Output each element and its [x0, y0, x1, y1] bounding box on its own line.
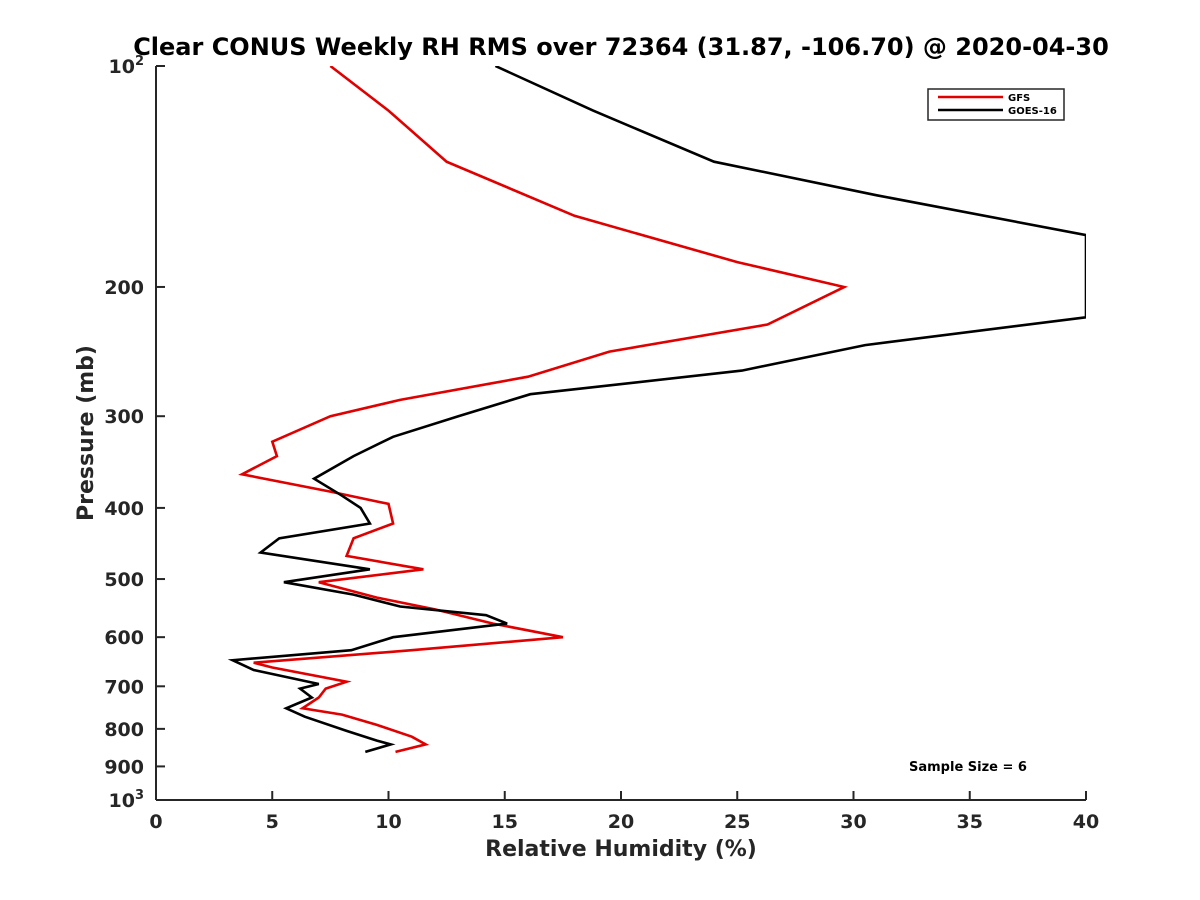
y-tick-base: 10	[109, 56, 135, 78]
x-tick-label: 40	[1073, 811, 1099, 833]
x-tick-label: 5	[266, 811, 279, 833]
y-tick-label: 102	[109, 54, 145, 78]
x-tick-label: 30	[840, 811, 866, 833]
chart-title: Clear CONUS Weekly RH RMS over 72364 (31…	[133, 33, 1109, 61]
series-layer	[227, 66, 1086, 754]
x-tick-label: 20	[608, 811, 634, 833]
y-tick-label: 103	[109, 788, 145, 812]
y-tick-label: 200	[104, 277, 144, 299]
x-tick-label: 35	[957, 811, 983, 833]
y-tick-label: 900	[104, 756, 144, 778]
ticks-layer: 0 5 10 15 20 25 30 35 40102200300400500600700800…	[104, 54, 1099, 833]
y-tick-label: 700	[104, 676, 144, 698]
y-tick-label: 300	[104, 406, 144, 428]
x-tick-label: 10	[375, 811, 401, 833]
legend-box	[927, 88, 1065, 121]
series-line-1	[227, 66, 1086, 754]
x-tick-label: 25	[724, 811, 750, 833]
y-tick-base: 10	[109, 790, 135, 812]
y-axis-label: Pressure (mb)	[74, 345, 99, 521]
legend-label-0: GFS	[1008, 93, 1030, 104]
y-tick-label: 600	[104, 627, 144, 649]
sample-size-annotation: Sample Size = 6	[909, 760, 1027, 775]
series-line-0	[238, 66, 849, 754]
y-tick-label: 500	[104, 569, 144, 591]
legend: GFS GOES-16	[927, 88, 1065, 121]
legend-label-1: GOES-16	[1008, 106, 1057, 117]
y-tick-label: 800	[104, 719, 144, 741]
y-tick-exponent: 2	[135, 54, 144, 69]
y-tick-label: 400	[104, 498, 144, 520]
x-axis-label: Relative Humidity (%)	[485, 837, 757, 862]
x-tick-label: 0	[149, 811, 162, 833]
x-tick-label: 15	[492, 811, 518, 833]
y-tick-exponent: 3	[135, 788, 144, 803]
